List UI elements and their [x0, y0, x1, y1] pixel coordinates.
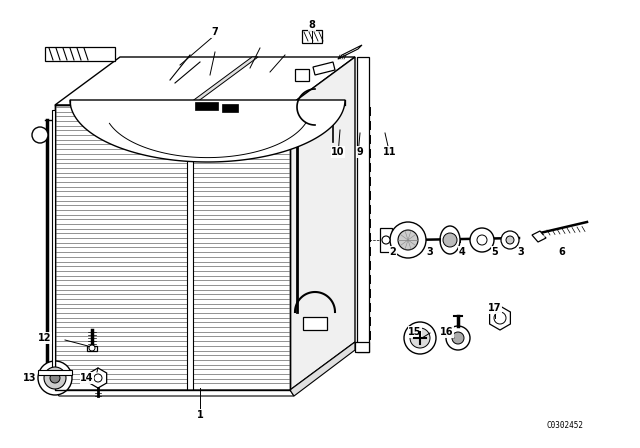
Text: 13: 13	[23, 373, 36, 383]
Circle shape	[382, 236, 390, 244]
Text: 9: 9	[356, 147, 364, 157]
Text: 12: 12	[38, 333, 52, 343]
Polygon shape	[295, 69, 309, 81]
Text: 10: 10	[332, 147, 345, 157]
Text: 11: 11	[383, 147, 397, 157]
Polygon shape	[290, 342, 355, 396]
Polygon shape	[52, 110, 55, 385]
Polygon shape	[357, 57, 369, 352]
Text: 4: 4	[459, 247, 465, 257]
Polygon shape	[45, 47, 115, 61]
Circle shape	[398, 230, 418, 250]
Circle shape	[494, 312, 506, 324]
Circle shape	[32, 127, 48, 143]
Text: 6: 6	[559, 247, 565, 257]
Polygon shape	[187, 105, 193, 390]
Polygon shape	[532, 231, 546, 242]
Circle shape	[390, 222, 426, 258]
Circle shape	[410, 328, 430, 348]
Text: 16: 16	[440, 327, 454, 337]
Text: C0302452: C0302452	[547, 421, 584, 430]
Text: 5: 5	[492, 247, 499, 257]
Polygon shape	[290, 57, 355, 390]
Circle shape	[443, 233, 457, 247]
Polygon shape	[380, 228, 392, 252]
Text: 15: 15	[408, 327, 422, 337]
Text: 3: 3	[427, 247, 433, 257]
Polygon shape	[90, 368, 107, 388]
Polygon shape	[338, 45, 362, 59]
Text: 8: 8	[308, 20, 316, 30]
Text: 2: 2	[390, 247, 396, 257]
Circle shape	[446, 326, 470, 350]
Circle shape	[470, 228, 494, 252]
Polygon shape	[222, 104, 238, 112]
Text: 14: 14	[80, 373, 93, 383]
Text: 17: 17	[488, 303, 502, 313]
Circle shape	[94, 374, 102, 382]
Circle shape	[89, 345, 95, 351]
Polygon shape	[87, 346, 97, 351]
Circle shape	[44, 367, 66, 389]
Circle shape	[404, 322, 436, 354]
Polygon shape	[490, 306, 510, 330]
Polygon shape	[313, 62, 335, 75]
Circle shape	[477, 235, 487, 245]
Polygon shape	[55, 105, 290, 390]
Polygon shape	[303, 317, 327, 330]
Polygon shape	[302, 30, 322, 43]
Polygon shape	[195, 102, 218, 110]
Polygon shape	[38, 370, 72, 375]
Polygon shape	[355, 342, 369, 352]
Circle shape	[501, 231, 519, 249]
Text: 7: 7	[212, 27, 218, 37]
Polygon shape	[55, 57, 355, 105]
Circle shape	[506, 236, 514, 244]
Text: 1: 1	[196, 410, 204, 420]
Polygon shape	[70, 100, 345, 162]
Circle shape	[38, 361, 72, 395]
Circle shape	[50, 373, 60, 383]
Polygon shape	[187, 57, 258, 105]
Polygon shape	[55, 390, 294, 396]
Ellipse shape	[440, 226, 460, 254]
Polygon shape	[449, 328, 467, 348]
Text: 3: 3	[518, 247, 524, 257]
Circle shape	[452, 332, 464, 344]
